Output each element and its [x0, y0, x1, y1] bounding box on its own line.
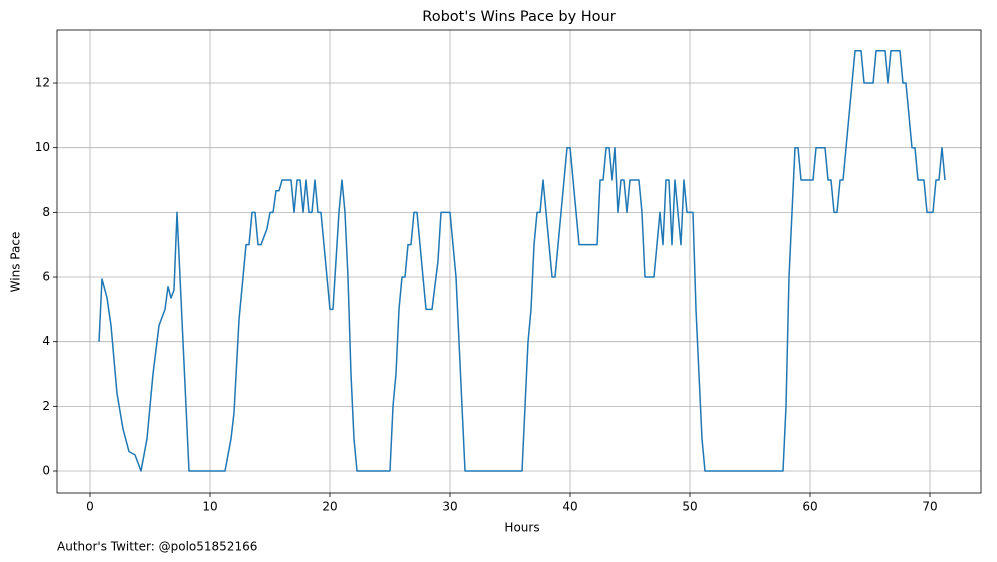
annotation: Author's Twitter: @polo51852166 — [57, 540, 257, 554]
x-tick-label: 50 — [682, 500, 697, 514]
x-tick-label: 60 — [802, 500, 817, 514]
x-tick-label: 10 — [202, 500, 217, 514]
x-tick-label: 20 — [322, 500, 337, 514]
y-tick-label: 8 — [42, 205, 50, 219]
x-axis-label: Hours — [504, 521, 539, 535]
y-tick-label: 6 — [42, 270, 50, 284]
data-line — [98, 49, 946, 472]
chart-title: Robot's Wins Pace by Hour — [422, 9, 615, 25]
y-tick-label: 10 — [35, 140, 50, 154]
y-tick-label: 0 — [42, 464, 50, 478]
y-tick-label: 12 — [35, 76, 50, 90]
y-axis-label: Wins Pace — [9, 232, 23, 293]
y-tick-label: 2 — [42, 399, 50, 413]
x-tick-label: 70 — [922, 500, 937, 514]
plot-frame — [56, 29, 982, 494]
x-tick-label: 0 — [86, 500, 94, 514]
y-tick-label: 4 — [42, 334, 50, 348]
x-tick-label: 30 — [442, 500, 457, 514]
x-tick-label: 40 — [562, 500, 577, 514]
